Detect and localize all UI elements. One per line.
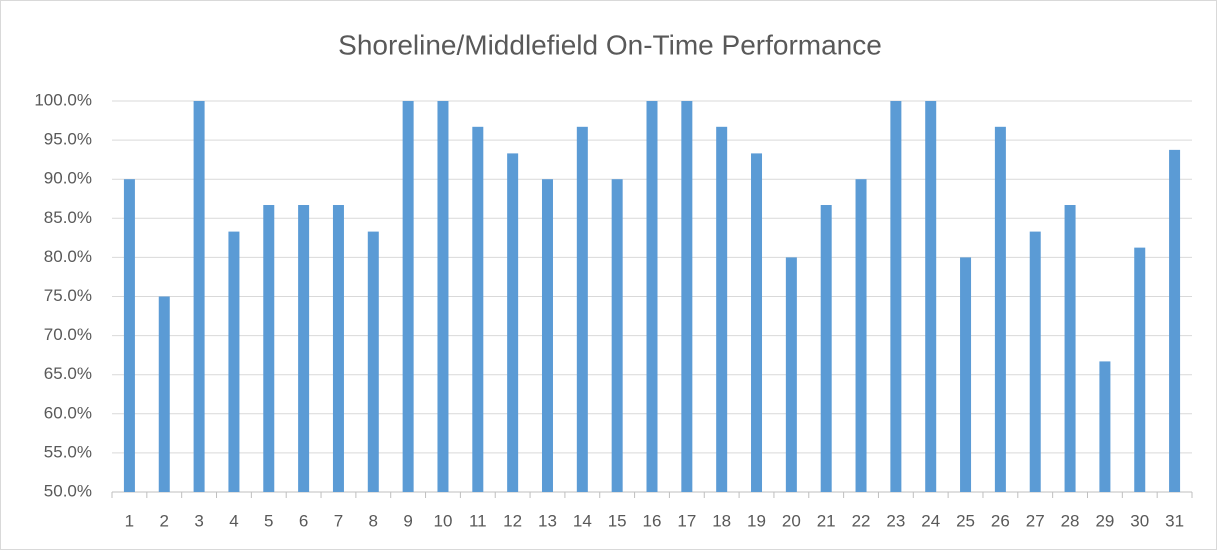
bar — [332, 205, 344, 493]
y-tick-label: 75.0% — [44, 286, 92, 305]
x-tick-label: 2 — [160, 511, 169, 530]
x-tick-label: 18 — [712, 511, 731, 530]
x-tick-label: 4 — [229, 511, 238, 530]
bar — [507, 153, 519, 493]
bar — [228, 231, 240, 492]
x-tick-label: 9 — [403, 511, 412, 530]
x-tick-label: 27 — [1026, 511, 1045, 530]
y-tick-label: 60.0% — [44, 403, 92, 422]
x-tick-label: 11 — [469, 511, 487, 530]
y-tick-label: 95.0% — [44, 130, 92, 149]
bar — [611, 179, 623, 492]
bar — [960, 257, 972, 492]
x-tick-label: 10 — [434, 511, 453, 530]
x-tick-label: 3 — [194, 511, 203, 530]
y-tick-label: 100.0% — [34, 90, 92, 109]
bar — [1134, 247, 1146, 492]
bar — [1029, 231, 1041, 492]
x-tick-label: 21 — [817, 511, 836, 530]
bar — [576, 126, 588, 492]
bar — [472, 126, 484, 492]
bar — [263, 205, 275, 493]
bar — [402, 101, 414, 492]
x-tick-label: 22 — [852, 511, 871, 530]
bar — [158, 296, 170, 492]
x-tick-label: 24 — [921, 511, 940, 530]
bar — [1064, 205, 1076, 493]
bar — [890, 101, 902, 492]
bar — [1169, 149, 1181, 492]
x-tick-label: 1 — [125, 511, 134, 530]
y-tick-label: 80.0% — [44, 247, 92, 266]
x-tick-label: 5 — [264, 511, 273, 530]
x-tick-label: 23 — [886, 511, 905, 530]
bar — [855, 179, 867, 492]
x-tick-label: 20 — [782, 511, 801, 530]
x-tick-label: 17 — [677, 511, 696, 530]
x-tick-label: 30 — [1130, 511, 1149, 530]
x-tick-label: 7 — [334, 511, 343, 530]
bar — [123, 179, 135, 492]
x-tick-label: 14 — [573, 511, 592, 530]
bar — [437, 101, 449, 492]
x-tick-label: 16 — [643, 511, 662, 530]
bar — [646, 101, 658, 492]
bar — [716, 126, 728, 492]
x-tick-label: 28 — [1061, 511, 1080, 530]
bar — [925, 101, 937, 492]
bar — [751, 153, 763, 493]
bar — [681, 101, 693, 492]
x-tick-label: 13 — [538, 511, 557, 530]
y-tick-label: 70.0% — [44, 325, 92, 344]
y-tick-label: 90.0% — [44, 169, 92, 188]
x-tick-label: 25 — [956, 511, 975, 530]
x-tick-label: 6 — [299, 511, 308, 530]
y-tick-label: 55.0% — [44, 442, 92, 461]
bar — [785, 257, 797, 492]
x-tick-label: 29 — [1095, 511, 1114, 530]
x-tick-label: 31 — [1165, 511, 1184, 530]
bar — [994, 126, 1006, 492]
bar — [541, 179, 553, 492]
bar — [298, 205, 310, 493]
y-tick-label: 85.0% — [44, 208, 92, 227]
x-tick-label: 26 — [991, 511, 1010, 530]
chart-title: Shoreline/Middlefield On-Time Performanc… — [338, 29, 882, 60]
x-tick-label: 19 — [747, 511, 766, 530]
bar — [820, 205, 832, 493]
bar — [193, 101, 205, 492]
x-tick-label: 12 — [503, 511, 522, 530]
y-tick-label: 65.0% — [44, 364, 92, 383]
x-tick-label: 8 — [369, 511, 378, 530]
bar — [367, 231, 379, 492]
x-tick-label: 15 — [608, 511, 627, 530]
bar — [1099, 361, 1111, 492]
y-tick-label: 50.0% — [44, 481, 92, 500]
